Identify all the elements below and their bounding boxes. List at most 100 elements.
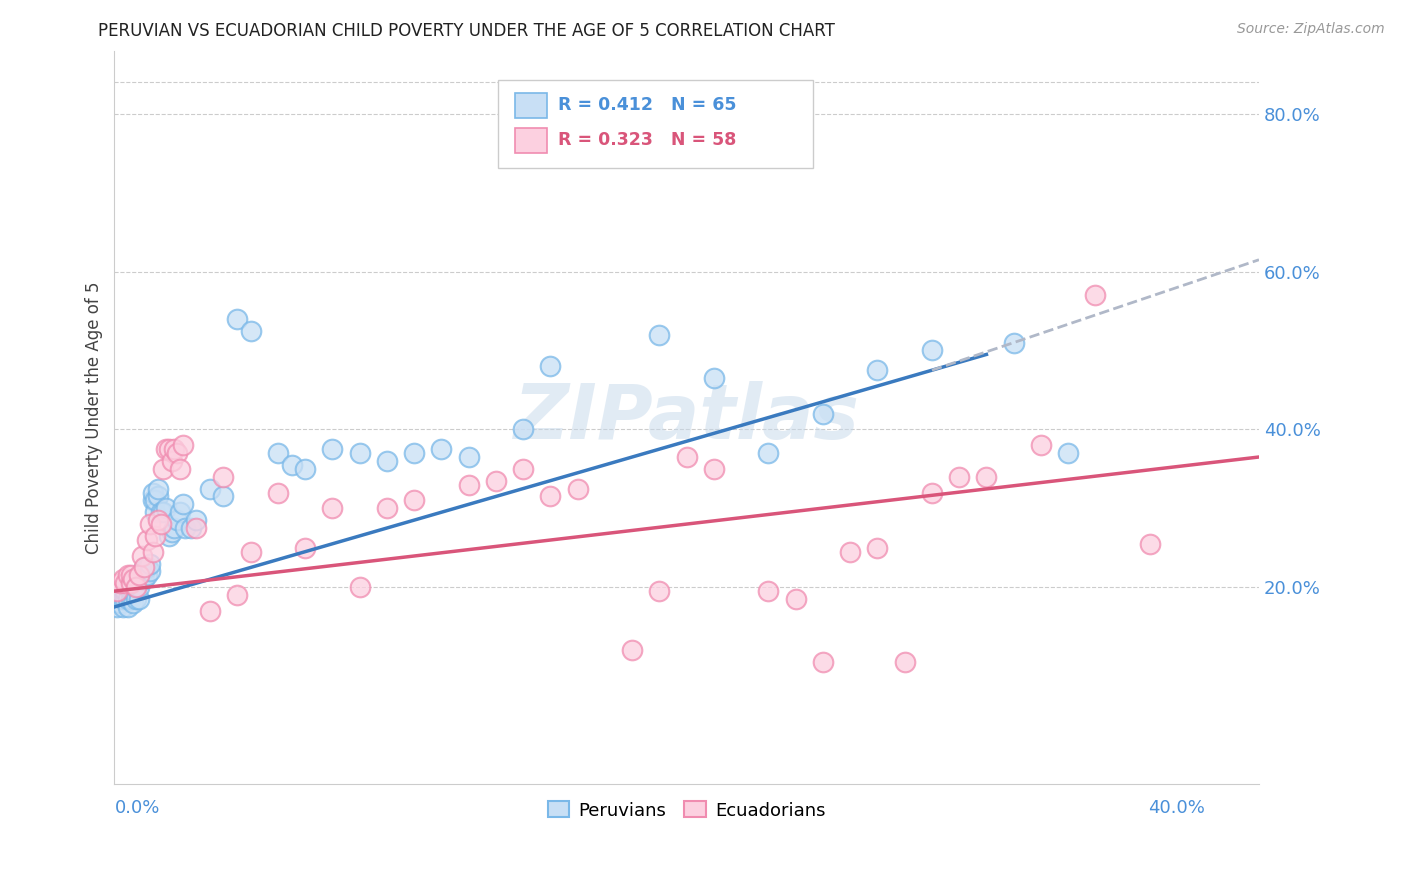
Point bbox=[893, 655, 915, 669]
Point bbox=[267, 446, 290, 460]
Point bbox=[136, 568, 159, 582]
Point bbox=[239, 324, 262, 338]
Point bbox=[321, 442, 343, 456]
Text: ZIPatlas: ZIPatlas bbox=[513, 381, 859, 455]
Point bbox=[621, 643, 644, 657]
Point bbox=[111, 572, 134, 586]
Point bbox=[758, 446, 780, 460]
Point bbox=[166, 513, 188, 527]
Point bbox=[239, 544, 262, 558]
Point bbox=[142, 493, 165, 508]
Point bbox=[143, 493, 166, 508]
Point bbox=[117, 568, 139, 582]
Point bbox=[785, 592, 807, 607]
Point bbox=[160, 524, 183, 539]
Point bbox=[120, 592, 142, 607]
Point bbox=[648, 584, 671, 599]
Point bbox=[152, 505, 174, 519]
Point bbox=[155, 442, 177, 456]
Point bbox=[186, 513, 208, 527]
Point bbox=[120, 576, 142, 591]
Point bbox=[136, 560, 159, 574]
Point bbox=[212, 469, 235, 483]
Point bbox=[166, 446, 188, 460]
Point bbox=[567, 482, 589, 496]
Point bbox=[152, 462, 174, 476]
Point bbox=[111, 592, 134, 607]
Point bbox=[1139, 537, 1161, 551]
Point bbox=[839, 544, 862, 558]
Point bbox=[1002, 335, 1025, 350]
FancyBboxPatch shape bbox=[515, 128, 547, 153]
Point bbox=[160, 454, 183, 468]
Point bbox=[155, 501, 177, 516]
Point bbox=[538, 490, 561, 504]
Point bbox=[212, 490, 235, 504]
Point bbox=[349, 580, 371, 594]
Point bbox=[349, 446, 371, 460]
Point bbox=[131, 549, 153, 563]
Point bbox=[131, 572, 153, 586]
Point bbox=[128, 580, 150, 594]
Point bbox=[143, 529, 166, 543]
Point bbox=[163, 442, 186, 456]
Point bbox=[142, 485, 165, 500]
Text: R = 0.412   N = 65: R = 0.412 N = 65 bbox=[558, 96, 737, 114]
Point bbox=[703, 462, 725, 476]
Point bbox=[485, 474, 508, 488]
Point bbox=[163, 521, 186, 535]
Point bbox=[280, 458, 302, 472]
Point bbox=[186, 521, 208, 535]
Point bbox=[675, 450, 697, 464]
Point bbox=[172, 438, 194, 452]
Text: R = 0.323   N = 58: R = 0.323 N = 58 bbox=[558, 131, 737, 149]
Point bbox=[294, 541, 316, 555]
Point bbox=[538, 359, 561, 374]
Point bbox=[457, 450, 479, 464]
Point bbox=[457, 477, 479, 491]
Point bbox=[921, 343, 943, 358]
Point bbox=[108, 596, 131, 610]
Point bbox=[136, 533, 159, 547]
Point bbox=[921, 485, 943, 500]
Point bbox=[139, 565, 162, 579]
Point bbox=[108, 576, 131, 591]
Point bbox=[1084, 288, 1107, 302]
Point bbox=[146, 513, 169, 527]
Point bbox=[180, 521, 202, 535]
Point bbox=[134, 565, 156, 579]
Point bbox=[146, 482, 169, 496]
Point bbox=[172, 497, 194, 511]
Point bbox=[198, 604, 221, 618]
Point bbox=[142, 544, 165, 558]
Point bbox=[134, 560, 156, 574]
Legend: Peruvians, Ecuadorians: Peruvians, Ecuadorians bbox=[540, 794, 832, 827]
Point bbox=[131, 565, 153, 579]
Point bbox=[294, 462, 316, 476]
Point bbox=[125, 580, 148, 594]
Point bbox=[198, 482, 221, 496]
Text: PERUVIAN VS ECUADORIAN CHILD POVERTY UNDER THE AGE OF 5 CORRELATION CHART: PERUVIAN VS ECUADORIAN CHILD POVERTY UND… bbox=[98, 22, 835, 40]
Point bbox=[105, 584, 128, 599]
Point bbox=[174, 521, 197, 535]
Point bbox=[648, 327, 671, 342]
Point bbox=[948, 469, 970, 483]
Point bbox=[114, 584, 136, 599]
Point bbox=[134, 572, 156, 586]
Point bbox=[226, 588, 249, 602]
Point bbox=[149, 505, 172, 519]
Point bbox=[128, 568, 150, 582]
Text: 0.0%: 0.0% bbox=[114, 798, 160, 817]
Point bbox=[976, 469, 998, 483]
Point bbox=[430, 442, 453, 456]
Point bbox=[703, 371, 725, 385]
Point bbox=[117, 599, 139, 614]
Y-axis label: Child Poverty Under the Age of 5: Child Poverty Under the Age of 5 bbox=[86, 281, 103, 554]
Point bbox=[375, 501, 398, 516]
Text: 40.0%: 40.0% bbox=[1147, 798, 1205, 817]
Point bbox=[321, 501, 343, 516]
Point bbox=[811, 407, 834, 421]
FancyBboxPatch shape bbox=[498, 80, 813, 168]
Point bbox=[226, 312, 249, 326]
Point bbox=[157, 529, 180, 543]
